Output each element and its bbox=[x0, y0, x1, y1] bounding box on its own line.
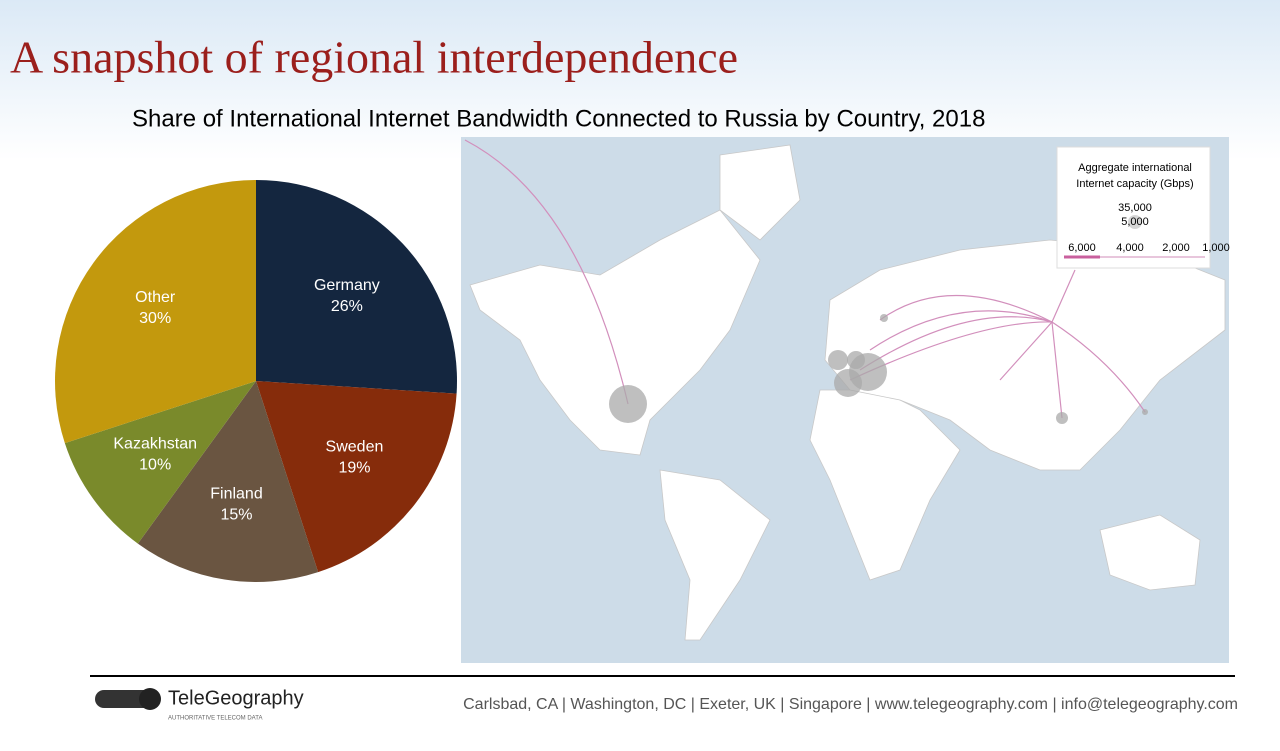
link bbox=[1051, 321, 1063, 419]
map-legend-bubble-label: 5,000 bbox=[1121, 216, 1149, 228]
eurasia bbox=[824, 239, 1226, 471]
bubble bbox=[1142, 409, 1148, 415]
map-legend-title: Aggregate international bbox=[1078, 162, 1192, 174]
bubble bbox=[834, 369, 862, 397]
footer-contact: Carlsbad, CA | Washington, DC | Exeter, … bbox=[463, 696, 1238, 713]
pie-slice bbox=[64, 381, 256, 544]
link bbox=[859, 316, 1053, 371]
bubble bbox=[828, 350, 848, 370]
slice-label: Germany bbox=[314, 277, 380, 294]
map-legend-line-label: 4,000 bbox=[1116, 242, 1144, 254]
bubbles bbox=[609, 314, 1148, 424]
slide-title: A snapshot of regional interdependence bbox=[10, 32, 738, 83]
map-legend-title: Internet capacity (Gbps) bbox=[1076, 178, 1193, 190]
bubble bbox=[1056, 412, 1068, 424]
brand: TeleGeography bbox=[168, 687, 304, 709]
slice-value-label: 30% bbox=[139, 310, 171, 327]
map-legend-box bbox=[1056, 146, 1211, 269]
slice-value-label: 19% bbox=[338, 460, 370, 477]
header-bg bbox=[0, 0, 1280, 160]
link bbox=[1051, 321, 1146, 413]
legend-bubble bbox=[1128, 215, 1142, 229]
link bbox=[1051, 269, 1076, 323]
south-america bbox=[659, 469, 771, 641]
pie-slice bbox=[256, 180, 457, 394]
link bbox=[869, 310, 1053, 351]
map-legend-line-label: 2,000 bbox=[1162, 242, 1190, 254]
map-legend-line-label: 1,000 bbox=[1202, 242, 1230, 254]
pie-slice bbox=[256, 381, 457, 573]
logo bbox=[95, 688, 161, 710]
north-america bbox=[469, 209, 761, 456]
logo-globe bbox=[139, 688, 161, 710]
pie-slice bbox=[54, 180, 257, 444]
tagline: AUTHORITATIVE TELECOM DATA bbox=[168, 716, 262, 722]
slice-value-label: 10% bbox=[139, 456, 171, 473]
continents bbox=[469, 144, 1226, 641]
greenland bbox=[719, 144, 801, 241]
australia bbox=[1099, 514, 1201, 591]
map: Aggregate international Internet capacit… bbox=[461, 137, 1230, 663]
africa bbox=[809, 389, 961, 581]
pie-chart: Germany 26% Sweden 19% Finland 15% Kazakhstan 1… bbox=[54, 180, 457, 582]
links bbox=[464, 139, 1146, 419]
slice-value-label: 15% bbox=[220, 506, 252, 523]
bubble bbox=[880, 314, 888, 322]
slice-label: Other bbox=[135, 289, 176, 306]
slice-label: Finland bbox=[210, 485, 262, 502]
map-legend-line-label: 6,000 bbox=[1068, 242, 1096, 254]
link bbox=[879, 294, 1053, 323]
slice-label: Sweden bbox=[326, 439, 384, 456]
pie-slice bbox=[137, 381, 319, 582]
map-legend-bubble-label: 35,000 bbox=[1118, 202, 1152, 214]
link bbox=[464, 139, 629, 405]
slice-label: Kazakhstan bbox=[113, 435, 197, 452]
bubble bbox=[609, 385, 647, 423]
bubble bbox=[847, 351, 865, 369]
slice-value-label: 26% bbox=[331, 298, 363, 315]
chart-title: Share of International Internet Bandwidt… bbox=[132, 105, 985, 132]
link bbox=[999, 321, 1053, 381]
